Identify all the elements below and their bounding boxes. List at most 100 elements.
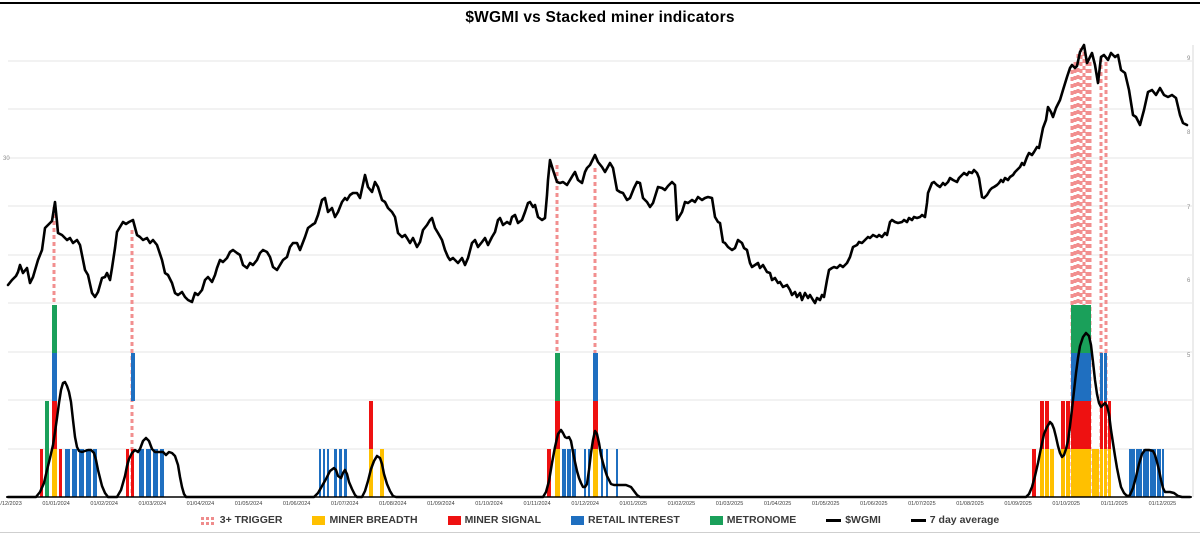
indicator-bar-miner-breadth xyxy=(1061,449,1065,497)
indicator-bar-miner-signal xyxy=(59,449,62,497)
x-axis-tick-label: 01/03/2024 xyxy=(139,501,167,507)
x-axis-tick-label: 01/12/2024 xyxy=(571,501,599,507)
miner-breadth-swatch-icon xyxy=(312,515,326,525)
indicator-bar-miner-breadth xyxy=(1104,449,1107,497)
right-axis-tick-label: 9 xyxy=(1187,56,1191,62)
indicator-bar-miner-breadth xyxy=(1045,449,1049,497)
legend-item-miner-signal: MINER SIGNAL xyxy=(447,514,541,526)
indicator-bar-miner-signal xyxy=(131,449,134,497)
page-title: $WGMI vs Stacked miner indicators xyxy=(465,9,735,26)
indicator-bar-retail-interest xyxy=(323,449,325,497)
x-axis-tick-label: 01/11/2024 xyxy=(524,501,551,507)
x-axis-tick-label: 01/02/2024 xyxy=(90,501,118,507)
average-line-icon xyxy=(910,518,926,522)
indicator-bar-retail-interest xyxy=(86,449,91,497)
legend: 3+ TRIGGER MINER BREADTH MINER SIGNAL RE… xyxy=(0,509,1200,531)
indicator-bar-metronome xyxy=(52,305,57,353)
x-axis-tick-label: 01/08/2024 xyxy=(379,501,407,507)
x-axis-tick-label: 01/08/2025 xyxy=(956,501,984,507)
x-axis-tick-label: 01/12/2023 xyxy=(0,501,22,507)
right-axis-tick-label: 5 xyxy=(1187,353,1191,359)
indicator-bar-retail-interest xyxy=(562,449,566,497)
wgmi-line-icon xyxy=(826,518,842,522)
legend-label: 7 day average xyxy=(929,514,1000,526)
indicator-bar-miner-signal xyxy=(40,449,43,497)
metronome-swatch-icon xyxy=(709,515,723,525)
indicator-bar-retail-interest xyxy=(153,449,158,497)
x-axis-tick-label: 01/12/2025 xyxy=(1149,501,1177,507)
indicator-bar-retail-interest xyxy=(616,449,618,497)
x-axis-tick-label: 01/03/2025 xyxy=(716,501,744,507)
retail-interest-swatch-icon xyxy=(570,515,584,525)
indicator-bar-retail-interest xyxy=(1104,353,1107,401)
legend-item-retail-interest: RETAIL INTEREST xyxy=(570,514,680,526)
indicator-bar-miner-signal xyxy=(1061,401,1065,449)
legend-label: 3+ TRIGGER xyxy=(219,514,283,526)
x-axis-tick-label: 01/05/2024 xyxy=(235,501,263,507)
indicator-bar-miner-breadth xyxy=(1066,449,1070,497)
indicator-bar-retail-interest xyxy=(1136,449,1142,497)
indicator-bar-retail-interest xyxy=(72,449,77,497)
indicator-bar-retail-interest xyxy=(593,353,598,401)
indicator-bar-metronome xyxy=(1071,305,1091,353)
indicator-bar-miner-breadth xyxy=(1092,449,1096,497)
legend-item-3plus-trigger: 3+ TRIGGER xyxy=(200,514,283,526)
x-axis-tick-label: 01/10/2025 xyxy=(1052,501,1080,507)
legend-item-metronome: METRONOME xyxy=(709,514,796,526)
legend-label: $WGMI xyxy=(845,514,881,526)
indicator-bar-retail-interest xyxy=(572,449,576,497)
x-axis-tick-label: 01/10/2024 xyxy=(475,501,503,507)
indicator-bar-retail-interest xyxy=(52,353,57,401)
indicator-bar-miner-breadth xyxy=(1040,449,1044,497)
indicator-bar-retail-interest xyxy=(1143,449,1149,497)
indicator-bar-miner-signal xyxy=(1032,449,1036,497)
indicator-bar-metronome xyxy=(45,401,49,497)
indicator-bar-miner-breadth xyxy=(555,449,560,497)
indicator-bar-retail-interest xyxy=(339,449,342,497)
indicator-bar-miner-signal xyxy=(1104,401,1107,449)
indicator-bar-miner-breadth xyxy=(1096,449,1099,497)
indicator-bar-retail-interest xyxy=(139,449,144,497)
indicator-bar-miner-breadth xyxy=(1100,449,1103,497)
x-axis-tick-label: 01/06/2024 xyxy=(283,501,311,507)
indicator-bar-retail-interest xyxy=(567,449,571,497)
x-axis-tick-label: 01/04/2025 xyxy=(764,501,792,507)
wgmi-price-line xyxy=(6,43,1189,305)
indicator-bar-metronome xyxy=(555,353,560,401)
legend-label: MINER SIGNAL xyxy=(464,514,541,526)
indicator-bar-miner-signal xyxy=(555,401,560,449)
indicator-bar-miner-breadth xyxy=(593,449,598,497)
legend-label: RETAIL INTEREST xyxy=(587,514,680,526)
indicator-bar-miner-signal xyxy=(1100,401,1103,449)
x-axis-tick-label: 01/05/2025 xyxy=(812,501,840,507)
legend-item-7day-average: 7 day average xyxy=(910,514,1000,526)
x-axis-tick-label: 01/01/2025 xyxy=(620,501,648,507)
indicator-bar-miner-breadth xyxy=(1050,449,1054,497)
legend-item-wgmi: $WGMI xyxy=(826,514,881,526)
indicator-bar-retail-interest xyxy=(65,449,70,497)
indicator-bar-miner-signal xyxy=(52,401,57,449)
indicator-bar-retail-interest xyxy=(319,449,321,497)
indicator-bar-retail-interest xyxy=(1129,449,1135,497)
indicator-bar-miner-signal xyxy=(547,449,551,497)
indicator-bar-retail-interest xyxy=(160,449,164,497)
indicator-bar-miner-breadth xyxy=(1071,449,1091,497)
x-axis-tick-label: 01/06/2025 xyxy=(860,501,888,507)
x-axis-tick-label: 01/07/2024 xyxy=(331,501,359,507)
indicator-bar-miner-signal xyxy=(1066,401,1070,449)
indicator-bar-miner-signal xyxy=(126,449,129,497)
indicator-bar-retail-interest xyxy=(334,449,337,497)
legend-label: MINER BREADTH xyxy=(329,514,418,526)
seven-day-average-line xyxy=(6,331,1192,499)
chart-plot-area: 01/12/2023 01/01/2024 01/02/2024 01/03/2024… xyxy=(0,43,1194,507)
x-axis-tick-label: 01/11/2025 xyxy=(1101,501,1128,507)
indicator-bar-retail-interest xyxy=(146,449,151,497)
indicator-bar-miner-breadth xyxy=(1108,449,1111,497)
x-axis-tick-label: 01/09/2024 xyxy=(427,501,455,507)
indicator-bar-retail-interest xyxy=(1162,449,1164,497)
indicator-bar-retail-interest xyxy=(79,449,84,497)
indicator-bar-miner-signal xyxy=(369,401,373,449)
x-axis-tick-label: 01/09/2025 xyxy=(1004,501,1032,507)
indicator-bar-retail-interest xyxy=(131,353,135,401)
x-axis-tick-label: 01/02/2025 xyxy=(668,501,696,507)
